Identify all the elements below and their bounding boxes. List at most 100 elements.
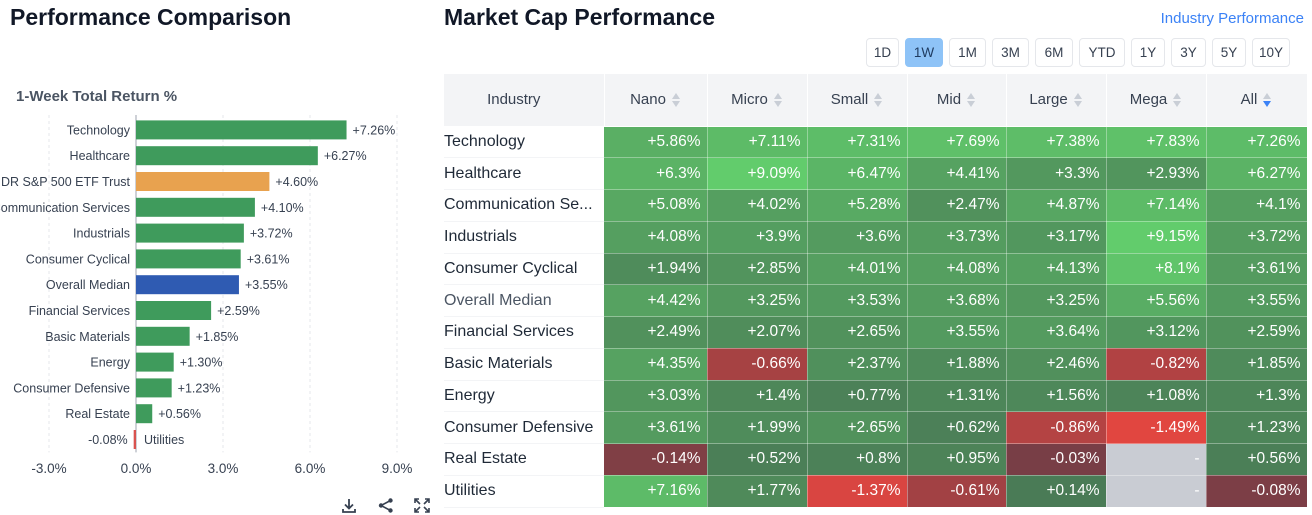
table-row[interactable]: Financial Services +2.49% +2.07% +2.65% +3.5… (444, 316, 1308, 349)
return-cell: +3.61% (1206, 253, 1308, 286)
value-label: +0.56% (158, 407, 201, 421)
category-label: Industrials (73, 227, 130, 241)
return-cell: +0.14% (1006, 475, 1107, 508)
market-cap-table: Industry Nano Micro Small Mid Large Mega All Te… (444, 74, 1308, 508)
table-row[interactable]: Real Estate -0.14% +0.52% +0.8% +0.95% -0.03%… (444, 443, 1308, 476)
return-cell: +3.03% (604, 380, 708, 413)
table-row[interactable]: Overall Median +4.42% +3.25% +3.53% +3.68% +3… (444, 284, 1308, 317)
period-selector: 1D 1W 1M 3M 6M YTD 1Y 3Y 5Y 10Y (866, 38, 1296, 67)
table-row[interactable]: Utilities +7.16% +1.77% -1.37% -0.61% +0.14% -… (444, 475, 1308, 508)
sort-icon[interactable] (1073, 92, 1083, 108)
x-tick-label: -3.0% (31, 461, 66, 476)
return-cell: +7.31% (807, 125, 908, 159)
table-row[interactable]: Basic Materials +4.35% -0.66% +2.37% +1.88% +… (444, 348, 1308, 381)
sort-icon[interactable] (967, 92, 976, 108)
category-label: Consumer Defensive (13, 381, 130, 395)
industry-name[interactable]: Consumer Cyclical (444, 253, 604, 286)
category-label: Financial Services (29, 304, 130, 318)
period-button-ytd[interactable]: YTD (1079, 38, 1125, 67)
period-button-3y[interactable]: 3Y (1171, 38, 1206, 67)
period-button-1m[interactable]: 1M (949, 38, 986, 67)
category-label: Energy (90, 356, 130, 370)
sort-icon[interactable] (773, 92, 783, 108)
column-header-label: Micro (731, 91, 768, 109)
return-cell: +0.8% (807, 443, 908, 476)
column-header-all[interactable]: All (1206, 74, 1308, 126)
bar (136, 404, 153, 424)
return-cell: +1.31% (907, 380, 1007, 413)
return-cell: +6.3% (604, 157, 708, 190)
value-label: +1.30% (180, 356, 223, 370)
return-cell: +6.27% (1206, 157, 1308, 190)
column-header-label: Large (1029, 91, 1068, 109)
sort-icon[interactable] (1263, 92, 1272, 108)
value-label: +6.27% (324, 149, 367, 163)
table-body: Technology +5.86% +7.11% +7.31% +7.69% +7.38%… (444, 125, 1308, 508)
column-header-large[interactable]: Large (1006, 74, 1107, 126)
table-row[interactable]: Technology +5.86% +7.11% +7.31% +7.69% +7.38%… (444, 125, 1308, 159)
table-row[interactable]: Energy +3.03% +1.4% +0.77% +1.31% +1.56% +1.08… (444, 380, 1308, 413)
industry-name[interactable]: Basic Materials (444, 348, 604, 381)
return-cell: +4.08% (907, 253, 1007, 286)
bar (136, 352, 174, 372)
period-button-1y[interactable]: 1Y (1131, 38, 1165, 67)
sort-icon[interactable] (671, 92, 681, 108)
return-cell: +6.47% (807, 157, 908, 190)
return-cell: +7.26% (1206, 125, 1308, 159)
industry-performance-link[interactable]: Industry Performance (1160, 10, 1304, 27)
share-icon[interactable] (378, 498, 394, 513)
industry-name[interactable]: Utilities (444, 475, 604, 508)
return-cell: +4.08% (604, 221, 708, 254)
bar (136, 249, 241, 269)
industry-name[interactable]: Healthcare (444, 157, 604, 190)
table-row[interactable]: Communication Se... +5.08% +4.02% +5.28% +2.… (444, 189, 1308, 222)
sort-icon[interactable] (874, 92, 883, 108)
return-cell: +1.88% (907, 348, 1007, 381)
period-button-10y[interactable]: 10Y (1252, 38, 1290, 67)
industry-name[interactable]: Consumer Defensive (444, 411, 604, 444)
market-cap-performance-panel: Market Cap Performance Industry Performa… (444, 0, 1312, 515)
expand-icon[interactable] (414, 498, 430, 513)
period-button-1w[interactable]: 1W (905, 38, 943, 67)
period-button-6m[interactable]: 6M (1035, 38, 1073, 67)
table-row[interactable]: Consumer Cyclical +1.94% +2.85% +4.01% +4.08… (444, 253, 1308, 286)
return-cell: +2.93% (1106, 157, 1207, 190)
return-cell: +7.69% (907, 125, 1007, 159)
industry-name[interactable]: Financial Services (444, 316, 604, 349)
return-cell: +3.9% (707, 221, 808, 254)
table-row[interactable]: Healthcare +6.3% +9.09% +6.47% +4.41% +3.3% +2… (444, 157, 1308, 190)
return-cell: +2.85% (707, 253, 808, 286)
sort-icon[interactable] (1173, 92, 1182, 108)
column-header-industry: Industry (444, 74, 605, 126)
period-button-1d[interactable]: 1D (866, 38, 899, 67)
column-header-mid[interactable]: Mid (907, 74, 1007, 126)
chart-toolbar (338, 496, 434, 515)
chart-title: 1-Week Total Return % (16, 88, 178, 105)
return-cell: +9.09% (707, 157, 808, 190)
table-row[interactable]: Consumer Defensive +3.61% +1.99% +2.65% +0.6… (444, 411, 1308, 444)
return-cell: +4.87% (1006, 189, 1107, 222)
column-header-label: Mid (936, 91, 962, 109)
download-icon[interactable] (342, 498, 356, 513)
bar (136, 197, 255, 217)
industry-name[interactable]: Industrials (444, 221, 604, 254)
column-header-micro[interactable]: Micro (707, 74, 808, 126)
period-button-3m[interactable]: 3M (992, 38, 1029, 67)
return-cell: - (1106, 443, 1207, 476)
category-label: Technology (67, 123, 131, 137)
column-header-nano[interactable]: Nano (604, 74, 708, 126)
return-cell: +1.94% (604, 253, 708, 286)
industry-name[interactable]: Overall Median (444, 284, 604, 317)
industry-name[interactable]: Technology (444, 125, 604, 159)
column-header-mega[interactable]: Mega (1106, 74, 1207, 126)
industry-name[interactable]: Energy (444, 380, 604, 413)
column-header-label: Mega (1129, 91, 1168, 109)
table-row[interactable]: Industrials +4.08% +3.9% +3.6% +3.73% +3.17% +… (444, 221, 1308, 254)
column-header-small[interactable]: Small (807, 74, 908, 126)
industry-name[interactable]: Real Estate (444, 443, 604, 476)
period-button-5y[interactable]: 5Y (1212, 38, 1246, 67)
return-cell: - (1106, 475, 1207, 508)
industry-name[interactable]: Communication Se... (444, 189, 604, 222)
x-tick-label: 6.0% (295, 461, 326, 476)
return-cell: +4.35% (604, 348, 708, 381)
